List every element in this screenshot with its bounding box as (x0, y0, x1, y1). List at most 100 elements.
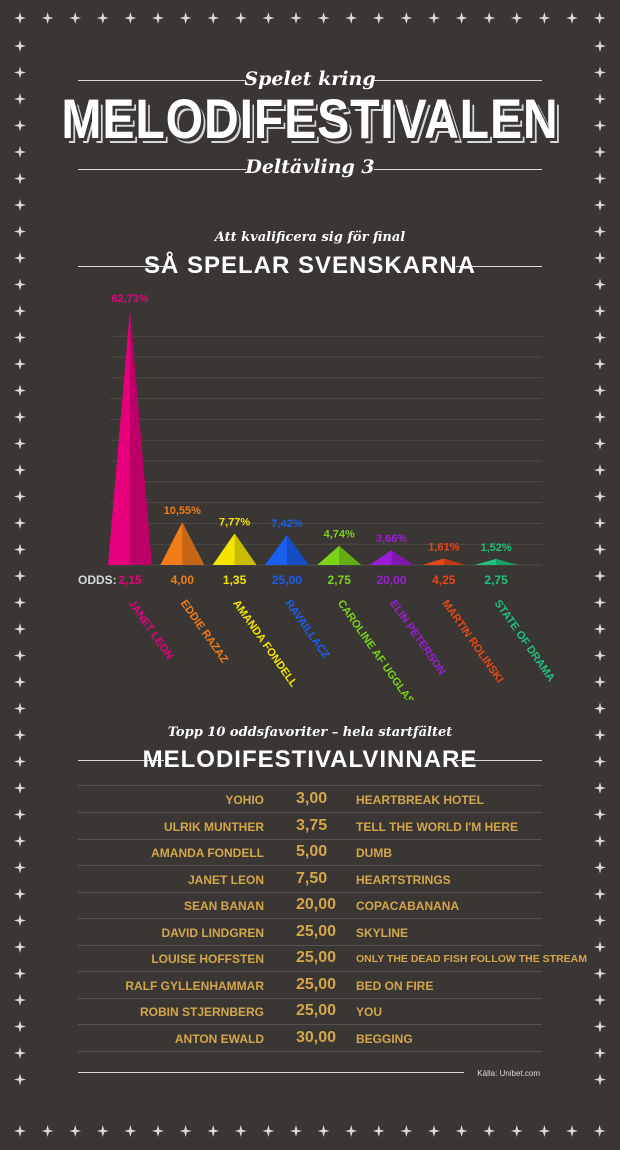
chart-title-rule-left (78, 266, 164, 267)
star-icon (594, 835, 606, 847)
odds-value: 2,15 (118, 573, 142, 587)
table-row: LOUISE HOFFSTEN 25,00 ONLY THE DEAD FISH F… (78, 945, 587, 972)
star-icon (234, 1125, 247, 1137)
table-title-rule-left (78, 760, 164, 761)
bar-3 (212, 533, 257, 565)
song-title: YOU (356, 1005, 383, 1019)
subtitle-rule-right (374, 169, 542, 170)
table-row: ROBIN STJERNBERG 25,00 YOU (78, 998, 542, 1025)
star-icon (14, 1125, 26, 1137)
star-icon (510, 1125, 523, 1137)
star-icon (594, 1020, 606, 1033)
star-icon (483, 1125, 496, 1137)
table-title-rule-right (456, 760, 542, 761)
star-icon (428, 12, 440, 24)
star-icon (14, 967, 26, 980)
value-label: 4,74% (324, 529, 355, 541)
odds-value: 4,25 (432, 573, 456, 587)
star-icon (372, 1125, 385, 1137)
star-icon (455, 12, 468, 24)
star-icon (290, 1125, 302, 1137)
star-icon (594, 702, 606, 715)
bar-triangle (160, 522, 205, 565)
star-icon (594, 888, 606, 900)
star-icon (593, 1125, 606, 1137)
chart-title-rule-right (456, 266, 542, 267)
bar-triangle (212, 533, 257, 565)
bar-8 (474, 558, 519, 565)
chart-kicker: Att kvalificera sig för final (214, 230, 406, 245)
artist-name: RALF GYLLENHAMMAR (125, 978, 264, 993)
value-label: 10,55% (164, 505, 202, 517)
bar-shade (286, 534, 309, 565)
song-title: DUMB (356, 846, 392, 860)
bar-triangle (369, 550, 414, 565)
odds-value: 25,00 (296, 1002, 337, 1019)
odds-value: 1,35 (223, 573, 247, 587)
star-icon (14, 808, 26, 821)
value-label: 7,42% (271, 518, 302, 530)
bar-shade (182, 522, 205, 565)
star-icon (14, 861, 26, 874)
star-icon (594, 914, 606, 927)
star-icon (538, 1125, 551, 1137)
star-icon (400, 12, 413, 24)
song-title: COPACABANANA (356, 899, 460, 913)
table-row: YOHIO 3,00 HEARTBREAK HOTEL (78, 786, 542, 813)
star-icon (14, 1073, 26, 1086)
song-title: SKYLINE (356, 925, 409, 940)
header-rule-left (78, 80, 246, 81)
table-row: DAVID LINDGREN 25,00 SKYLINE (78, 919, 542, 946)
star-icon (69, 12, 82, 24)
star-icon (483, 12, 496, 24)
bar-shade (339, 545, 362, 565)
star-icon (594, 994, 606, 1006)
star-icon (14, 12, 26, 24)
odds-value: 2,75 (484, 573, 508, 587)
page-subtitle: Deltävling 3 (245, 156, 375, 178)
star-icon (428, 1125, 440, 1137)
artist-name: ANTON EWALD (174, 1031, 264, 1046)
star-icon (290, 12, 302, 24)
bar-4 (264, 534, 309, 565)
table-row: RALF GYLLENHAMMAR 25,00 BED ON FIRE (78, 972, 542, 999)
star-icon (124, 12, 137, 24)
star-icon (96, 12, 109, 24)
star-icon (262, 1125, 275, 1137)
star-icon (14, 40, 26, 52)
star-icon (14, 1047, 26, 1059)
song-title: BEGGING (356, 1031, 413, 1046)
bar-triangle (474, 558, 519, 565)
odds-value: 25,00 (296, 975, 337, 993)
star-icon (179, 12, 192, 24)
artist-name: SEAN BANAN (183, 899, 264, 913)
value-label: 7,77% (219, 516, 250, 528)
bar-triangle (108, 310, 152, 565)
star-icon (400, 1125, 413, 1137)
star-icon (14, 835, 26, 847)
star-icon (594, 782, 606, 794)
odds-value: 4,00 (171, 573, 195, 587)
category-label: RAVAILLACZ (282, 598, 331, 661)
star-icon (594, 861, 606, 874)
artist-name: YOHIO (225, 793, 264, 807)
bar-shade (391, 550, 414, 565)
artist-name: DAVID LINDGREN (161, 925, 264, 940)
star-icon (14, 888, 26, 900)
star-icon (594, 40, 606, 52)
star-icon (14, 119, 26, 132)
star-icon (372, 12, 385, 24)
odds-value: 25,00 (296, 922, 337, 940)
star-icon (593, 12, 606, 24)
header-rule-right (374, 80, 542, 81)
star-icon (594, 967, 606, 980)
bar-shade (130, 310, 152, 565)
star-icon (124, 1125, 137, 1137)
odds-chart: 62,73% 2,15 JANET LEON 10,55% 4,00 EDDIE RAZA… (78, 293, 557, 700)
star-icon (14, 941, 26, 953)
star-icon (345, 1125, 358, 1137)
value-label: 62,73% (111, 293, 149, 305)
star-icon (317, 1125, 330, 1137)
star-icon (455, 1125, 468, 1137)
odds-value: 30,00 (296, 1028, 337, 1046)
